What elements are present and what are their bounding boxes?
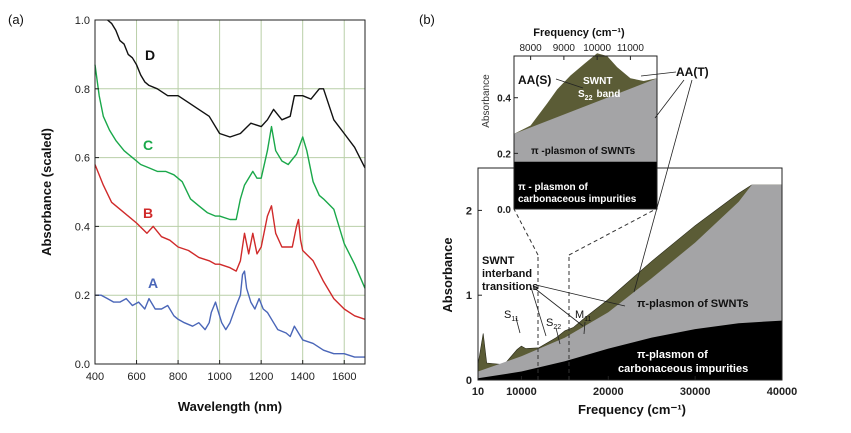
inset-ytick-label: 0.2	[497, 149, 511, 160]
panel-a-ytick-label: 0.2	[75, 290, 90, 302]
panel-b-xlabel: Frequency (cm⁻¹)	[578, 402, 686, 417]
interband-label-line3: transitions	[482, 281, 538, 293]
panel-b-xtick-label: 10	[472, 386, 484, 398]
panel-a-xtick-label: 400	[86, 371, 104, 383]
panel-a-ytick-label: 0.0	[75, 359, 90, 371]
interband-pointer-lines	[529, 283, 626, 337]
panel-a-ytick-label: 0.6	[75, 153, 90, 165]
panel-a-ylabel: Absorbance (scaled)	[39, 128, 54, 256]
panel-a-label: (a)	[8, 12, 24, 27]
series-a-line	[95, 270, 365, 358]
inset-pi-imp-label-2: carbonaceous impurities	[518, 194, 637, 205]
aa-s-label: AA(S)	[518, 73, 551, 87]
series-c-label: C	[143, 137, 153, 153]
inset-pi-imp-label-1: π - plasmon of	[518, 182, 589, 193]
inset-xlabel: Frequency (cm⁻¹)	[533, 27, 625, 39]
panel-a-series	[94, 19, 366, 358]
panel-b-xtick-label: 40000	[767, 386, 798, 398]
panel-b-ytick-label: 2	[466, 205, 472, 217]
panel-a-xtick-label: 1000	[207, 371, 231, 383]
panel-a-ytick-label: 0.4	[75, 221, 90, 233]
panel-b-ytick-label: 0	[466, 375, 472, 387]
panel-a-xlabel: Wavelength (nm)	[178, 399, 282, 414]
panel-b-xtick-label: 10000	[506, 386, 537, 398]
panel-a-ticks: 400 600 800 1000 1200 1400 1600 0.0 0.2 0.4 0.6 0.8…	[75, 15, 357, 383]
s22-label: S22	[546, 317, 561, 331]
interband-label-line2: interband	[482, 268, 532, 280]
aa-t-label: AA(T)	[676, 65, 709, 79]
series-b-line	[94, 164, 366, 320]
zoom-line-left-diagonal	[513, 208, 539, 256]
m11-label: M11	[575, 309, 592, 323]
inset-xtick-label: 8000	[520, 43, 543, 54]
inset-ytick-label: 0.4	[497, 94, 511, 105]
panel-a-xtick-label: 1200	[249, 371, 273, 383]
inset-xtick-label: 9000	[553, 43, 576, 54]
panel-a-xtick-label: 1400	[290, 371, 314, 383]
panel-b-xtick-label: 20000	[593, 386, 624, 398]
panel-a-frame	[94, 19, 366, 365]
pi-plasmon-impurities-label-line2: carbonaceous impurities	[618, 363, 748, 375]
s11-label: S11	[504, 309, 519, 323]
panel-a-xtick-label: 600	[127, 371, 145, 383]
interband-label-line1: SWNT	[482, 255, 515, 267]
inset-pi-swnt-label: π -plasmon of SWNTs	[531, 146, 636, 157]
panel-a-xtick-label: 1600	[332, 371, 356, 383]
inset-areas	[514, 53, 657, 210]
panel-b-annotations: SWNT interband transitions S11 S22 M11 π…	[482, 255, 749, 375]
swnt-band-label-2: S22 band	[578, 89, 620, 102]
inset-area-2	[514, 161, 657, 209]
inset-xtick-label: 11000	[617, 43, 645, 54]
series-c-line	[94, 64, 366, 289]
panel-b-ticks: 10 10000 20000 30000 40000 0 1 2	[466, 205, 797, 398]
zoom-guide-lines	[513, 208, 657, 380]
pi-plasmon-swnt-label: π-plasmon of SWNTs	[637, 298, 749, 310]
inset-frame	[513, 55, 658, 210]
panel-b-areas	[477, 184, 783, 381]
inset-ticks: 8000 9000 10000 11000 0.0 0.2 0.4	[497, 43, 644, 216]
panel-a-series-labels: A B C D	[143, 47, 158, 291]
panel-b-label: (b)	[419, 12, 435, 27]
aa-s-pointer	[555, 78, 584, 89]
series-b-label: B	[143, 205, 153, 221]
peak-arrows	[515, 317, 586, 345]
inset-ytick-label: 0.0	[497, 205, 511, 216]
pi-plasmon-impurities-label-line1: π-plasmon of	[637, 349, 708, 361]
inset-ylabel: Absorbance	[481, 74, 492, 128]
panel-b-area-2	[478, 320, 782, 380]
panel-a-ytick-label: 0.8	[75, 84, 90, 96]
inset-annotations: AA(S) SWNT S22 band π -plasmon of SWNTs π…	[518, 65, 709, 293]
panel-a-grid	[95, 19, 365, 364]
swnt-band-label-1: SWNT	[583, 76, 612, 87]
inset-xtick-label: 10000	[583, 43, 611, 54]
series-d-label: D	[145, 47, 155, 63]
panel-a-ytick-label: 1.0	[75, 15, 90, 27]
panel-b-ylabel: Absorbance	[440, 237, 455, 312]
zoom-line-right-diagonal	[568, 208, 657, 256]
panel-b-xtick-label: 30000	[680, 386, 711, 398]
aa-t-pointers	[633, 71, 693, 293]
panel-a-xtick-label: 800	[169, 371, 187, 383]
panel-b-ytick-label: 1	[466, 290, 472, 302]
series-d-line	[107, 19, 366, 169]
series-a-label: A	[148, 275, 158, 291]
